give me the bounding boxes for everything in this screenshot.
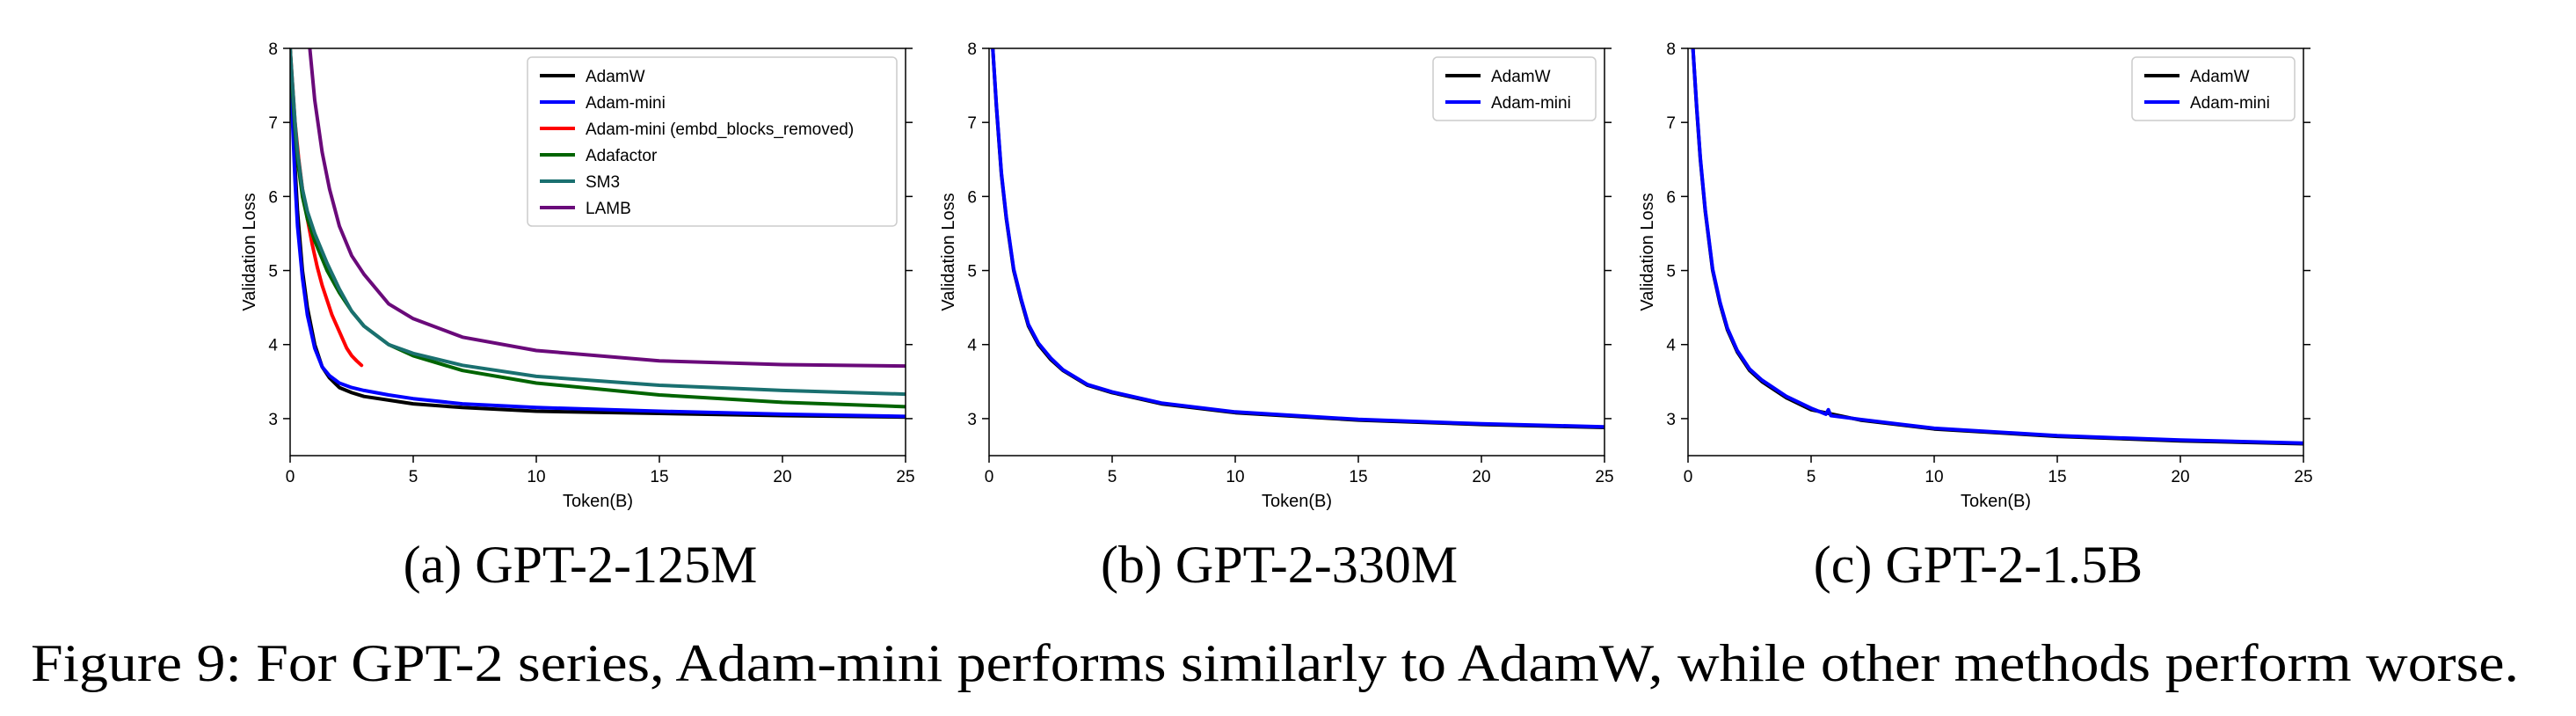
legend-label-adam-mini: Adam-mini <box>586 94 666 113</box>
legend-box <box>527 56 898 227</box>
legend-label-adamw: AdamW <box>2190 68 2250 86</box>
x-tick-label: 5 <box>1108 468 1117 486</box>
x-tick-label: 10 <box>1226 468 1244 486</box>
y-tick-label: 7 <box>268 114 278 133</box>
y-tick-label: 5 <box>1666 263 1676 281</box>
x-tick-label: 10 <box>527 468 545 486</box>
panel-gpt2-1-5b: 0 5 10 15 20 25 3 4 5 6 7 8 Token(B) Validation Loss A… <box>1638 40 2313 511</box>
legend-label-sm3: SM3 <box>586 173 620 192</box>
x-axis-label: Token(B) <box>1961 492 2031 511</box>
y-tick-label: 6 <box>1666 188 1676 207</box>
panel-gpt2-125m: 0 5 10 15 20 25 3 4 5 6 7 8 Token(B) Validation Loss A… <box>240 40 915 511</box>
legend-label-adafactor: Adafactor <box>586 147 658 165</box>
subcaption-b: (b) GPT-2-330M <box>1101 536 1458 594</box>
x-tick-label: 20 <box>773 468 791 486</box>
x-tick-label: 25 <box>1595 468 1613 486</box>
y-tick-label: 5 <box>268 263 278 281</box>
y-axis-label: Validation Loss <box>240 193 259 311</box>
y-tick-label: 5 <box>967 263 977 281</box>
series-line-adam-mini-embd-blocks-removed <box>290 48 364 368</box>
legend-label-adamw: AdamW <box>1491 68 1551 86</box>
y-tick-label: 7 <box>1666 114 1676 133</box>
series-line-adam-mini <box>290 48 906 419</box>
x-tick-label: 10 <box>1925 468 1943 486</box>
subcaption-c: (c) GPT-2-1.5B <box>1814 536 2143 594</box>
legend-label-lamb: LAMB <box>586 200 631 218</box>
x-tick-label: 15 <box>650 468 668 486</box>
x-tick-label: 20 <box>2171 468 2189 486</box>
subcaption-a: (a) GPT-2-125M <box>404 536 758 594</box>
y-axis-label: Validation Loss <box>939 193 958 311</box>
axes-frame <box>289 47 906 457</box>
y-axis-label: Validation Loss <box>1638 193 1657 311</box>
legend-box <box>2131 56 2296 121</box>
x-tick-label: 15 <box>1349 468 1367 486</box>
y-tick-label: 4 <box>967 337 977 355</box>
plot-area <box>991 48 1605 429</box>
legend-label-adamw: AdamW <box>586 68 645 86</box>
x-axis-label: Token(B) <box>1262 492 1332 511</box>
x-tick-label: 15 <box>2048 468 2066 486</box>
y-tick-label: 4 <box>1666 337 1676 355</box>
plot-area <box>290 48 906 420</box>
series-line-sm3 <box>290 48 906 397</box>
legend: AdamW Adam-mini <box>2131 56 2296 121</box>
figure-caption: Figure 9: For GPT-2 series, Adam-mini pe… <box>31 634 2519 692</box>
y-tick-label: 8 <box>268 40 278 59</box>
axes-frame <box>1687 47 2304 457</box>
x-axis-label: Token(B) <box>563 492 633 511</box>
axes-frame <box>988 47 1605 457</box>
legend-label-adam-mini-embd-blocks-removed: Adam-mini (embd_blocks_removed) <box>586 121 854 139</box>
x-tick-label: 5 <box>409 468 418 486</box>
y-tick-label: 7 <box>967 114 977 133</box>
x-tick-label: 0 <box>1684 468 1693 486</box>
y-tick-label: 3 <box>1666 411 1676 429</box>
y-tick-label: 4 <box>268 337 278 355</box>
y-tick-label: 3 <box>967 411 977 429</box>
x-tick-label: 5 <box>1807 468 1816 486</box>
x-tick-label: 0 <box>286 468 295 486</box>
y-tick-label: 3 <box>268 411 278 429</box>
legend-label-adam-mini: Adam-mini <box>2190 94 2270 113</box>
legend-box <box>1432 56 1597 121</box>
series-line-lamb <box>308 48 906 369</box>
series-line-adam-mini <box>991 48 1605 429</box>
series-line-adam-mini <box>1691 48 2303 445</box>
x-tick-label: 25 <box>896 468 914 486</box>
legend-label-adam-mini: Adam-mini <box>1491 94 1571 113</box>
legend: AdamW Adam-mini Adam-mini (embd_blocks_rem… <box>527 56 898 227</box>
plot-area <box>1691 48 2303 446</box>
x-tick-label: 25 <box>2294 468 2312 486</box>
y-tick-label: 6 <box>967 188 977 207</box>
y-tick-label: 6 <box>268 188 278 207</box>
legend: AdamW Adam-mini <box>1432 56 1597 121</box>
y-tick-label: 8 <box>967 40 977 59</box>
x-tick-label: 0 <box>985 468 994 486</box>
x-tick-label: 20 <box>1472 468 1490 486</box>
panel-gpt2-330m: 0 5 10 15 20 25 3 4 5 6 7 8 Token(B) Validation Loss A… <box>939 40 1614 511</box>
y-tick-label: 8 <box>1666 40 1676 59</box>
